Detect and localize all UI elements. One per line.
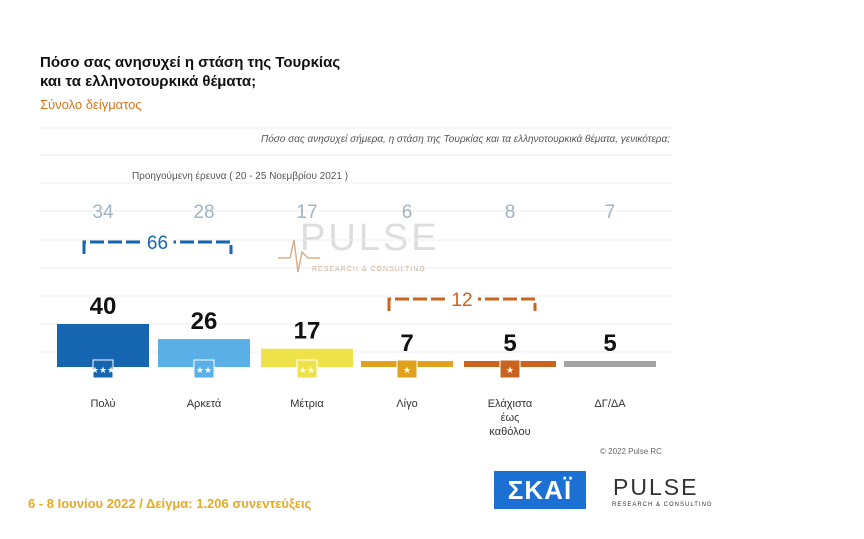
category-label: Ελάχιστα [488,398,533,410]
title-line-1: Πόσο σας ανησυχεί η στάση της Τουρκίας [40,54,341,71]
group-high-bracket-label: 66 [147,233,168,254]
star-icon: ★ [506,366,514,376]
slide: Πόσο σας ανησυχεί η στάση της Τουρκίας κ… [28,53,713,511]
chart-title: Πόσο σας ανησυχεί η στάση της Τουρκίας κ… [40,53,340,91]
star-badge-icon [296,359,318,379]
category-label: ΔΓ/ΔΑ [594,398,626,410]
star-icon: ★★★ [91,366,115,376]
previous-value-label: 7 [605,202,616,223]
star-icon: ★★ [299,366,315,376]
category-label: Λίγο [396,398,417,410]
bar [564,361,656,367]
survey-footer: 6 - 8 Ιουνίου 2022 / Δείγμα: 1.206 συνεν… [28,496,312,511]
question-text: Πόσο σας ανησυχεί σήμερα, η στάση της Το… [260,134,670,145]
previous-value-label: 8 [505,202,516,223]
title-line-2: και τα ελληνοτουρκικά θέματα; [40,73,257,90]
watermark-logo-subtitle: RESEARCH & CONSULTING [312,266,426,273]
category-label: Πολύ [90,398,115,410]
previous-value-label: 6 [402,202,413,223]
previous-survey-label: Προηγούμενη έρευνα ( 20 - 25 Νοεμβρίου 2… [131,171,349,182]
previous-value-label: 34 [92,202,114,223]
group-high-bracket-gap [141,231,174,251]
star-badge-icon [92,359,114,379]
pulse-logo: PULSE [613,474,699,500]
bar [261,348,353,367]
star-icon: ★ [403,366,411,376]
star-badge-icon [499,359,521,379]
data-label: 26 [191,308,218,335]
previous-value-label: 28 [193,202,214,223]
category-label: καθόλου [489,426,530,438]
watermark-pulse-icon [278,239,320,273]
group-low-bracket-gap [446,288,478,308]
copyright: © 2022 Pulse RC [600,447,662,456]
star-badge-icon [396,359,418,379]
bar-chart: 40 34 ★★★ Πολύ 26 28 ★★ Αρκετά 17 17 ★★ Μέτρια 7 6 ★ Λί… [40,127,672,438]
data-label: 5 [503,330,516,357]
data-label: 5 [603,330,616,357]
data-label: 17 [294,318,321,345]
previous-value-label: 17 [296,202,317,223]
chart-subtitle: Σύνολο δείγματος [40,97,142,112]
star-icon: ★★ [196,366,212,376]
data-label: 7 [400,330,413,357]
category-label: Αρκετά [187,398,222,410]
skai-logo: ΣΚΑΪ [494,471,586,509]
watermark-logo: PULSE [300,217,440,259]
pulse-logo-subtitle: RESEARCH & CONSULTING [612,502,713,508]
data-label: 40 [90,293,117,320]
category-label: έως [501,412,520,424]
group-low-bracket-label: 12 [451,290,472,311]
category-label: Μέτρια [290,398,324,410]
star-badge-icon [193,359,215,379]
